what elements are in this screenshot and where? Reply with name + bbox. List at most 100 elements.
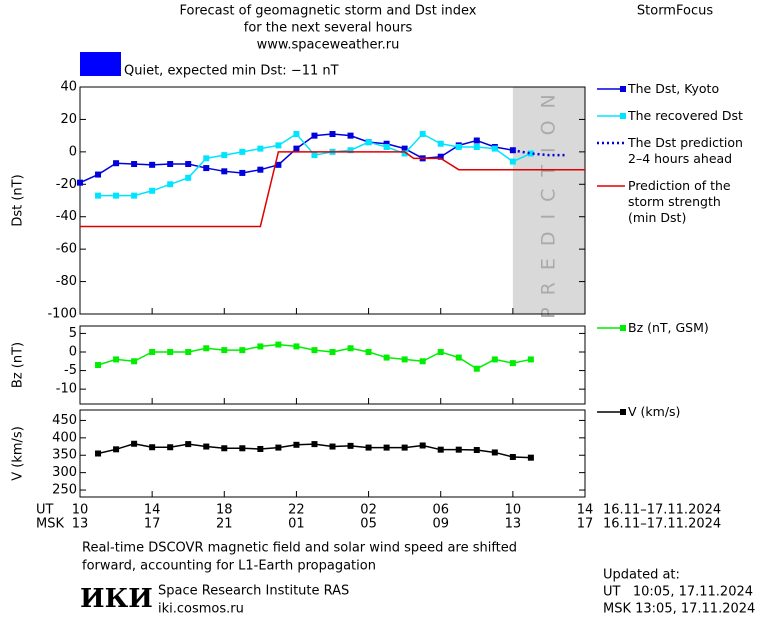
y-axis-label: Bz (nT) xyxy=(11,342,26,388)
data-point xyxy=(95,362,102,368)
data-point xyxy=(347,442,354,449)
data-point xyxy=(131,440,138,447)
y-tick-label: -40 xyxy=(56,209,77,224)
legend: The Dst, Kyoto The recovered Dst The Dst p… xyxy=(596,81,743,237)
data-point xyxy=(185,441,192,448)
data-point xyxy=(509,453,516,460)
legend-marker xyxy=(620,113,626,119)
data-point xyxy=(347,132,354,139)
data-point xyxy=(473,143,480,150)
brand: StormFocus xyxy=(637,4,713,19)
legend-label: Prediction of the storm strength (min Ds… xyxy=(628,178,731,225)
data-point xyxy=(365,349,372,355)
data-point xyxy=(149,444,156,451)
x-tick-label: 22 xyxy=(288,503,305,518)
y-tick-label: 350 xyxy=(52,448,77,463)
data-point xyxy=(167,181,174,188)
x-tick-label-msk: 13 xyxy=(72,517,89,532)
data-point xyxy=(401,444,408,451)
data-point xyxy=(95,171,102,178)
data-point xyxy=(419,131,426,138)
ut-range: 16.11–17.11.2024 xyxy=(603,503,721,518)
x-tick-label-msk: 17 xyxy=(577,517,594,532)
x-tick-label-msk: 21 xyxy=(216,517,233,532)
data-point xyxy=(203,345,210,352)
legend-item: Prediction of the storm strength (min Ds… xyxy=(596,178,743,226)
y-axis-label: Dst (nT) xyxy=(11,174,26,226)
data-point xyxy=(455,143,462,150)
data-point xyxy=(383,444,390,451)
data-point xyxy=(113,446,120,453)
data-point xyxy=(149,187,156,194)
data-point xyxy=(239,445,246,452)
data-point xyxy=(257,343,264,350)
data-point xyxy=(491,145,498,152)
title: for the next several hours xyxy=(244,21,413,36)
legend-label: The Dst prediction 2–4 hours ahead xyxy=(628,135,743,166)
data-point xyxy=(221,168,228,175)
data-point xyxy=(167,444,174,451)
note: forward, accounting for L1-Earth propaga… xyxy=(82,559,376,574)
y-tick-label: 20 xyxy=(60,112,77,127)
data-point xyxy=(293,343,300,350)
data-point xyxy=(275,444,282,451)
x-tick-label-msk: 05 xyxy=(360,517,377,532)
data-point xyxy=(365,444,372,451)
data-point xyxy=(113,192,120,199)
y-tick-label: 0 xyxy=(69,345,77,360)
data-point xyxy=(311,132,318,139)
note: Real-time DSCOVR magnetic field and sola… xyxy=(82,541,517,556)
legend: V (km/s) xyxy=(596,404,680,431)
legend-item: The Dst prediction 2–4 hours ahead xyxy=(596,135,743,167)
legend-item: Bz (nT, GSM) xyxy=(596,320,709,336)
y-tick-label: -80 xyxy=(56,274,77,289)
data-point xyxy=(473,137,480,144)
y-tick-label: -20 xyxy=(56,177,77,192)
plot-frame xyxy=(79,86,586,315)
updated: Updated at: xyxy=(603,568,680,583)
legend-swatch xyxy=(597,141,625,145)
data-point xyxy=(275,161,282,168)
legend-marker xyxy=(620,325,626,331)
data-point xyxy=(203,165,210,172)
data-point xyxy=(185,161,192,168)
title: www.spaceweather.ru xyxy=(257,38,400,53)
data-point xyxy=(509,158,516,165)
data-point xyxy=(347,147,354,154)
x-tick-label: 10 xyxy=(505,503,522,518)
plot-frame xyxy=(79,409,586,498)
updated: UT 10:05, 17.11.2024 xyxy=(603,585,753,600)
updated: MSK 13:05, 17.11.2024 xyxy=(603,602,755,617)
data-point xyxy=(329,131,336,138)
data-point xyxy=(329,443,336,450)
y-tick-label: 5 xyxy=(69,326,77,341)
data-point xyxy=(311,152,318,159)
legend-label: Bz (nT, GSM) xyxy=(628,320,709,335)
y-tick-label: -10 xyxy=(56,382,77,397)
data-point xyxy=(347,345,354,352)
x-tick-label: 02 xyxy=(360,503,377,518)
x-tick-label: 06 xyxy=(432,503,449,518)
data-point xyxy=(437,349,444,355)
data-point xyxy=(437,153,444,160)
data-point xyxy=(383,354,390,361)
data-point xyxy=(275,341,282,348)
data-point xyxy=(293,441,300,448)
legend-label: The Dst, Kyoto xyxy=(628,81,720,96)
y-tick-label: 250 xyxy=(52,483,77,498)
legend-label: V (km/s) xyxy=(628,404,681,419)
y-tick-label: 400 xyxy=(52,430,77,445)
data-point xyxy=(77,179,83,186)
data-point xyxy=(257,145,264,152)
data-point xyxy=(437,140,444,147)
data-point xyxy=(131,161,138,168)
status-text: Quiet, expected min Dst: −11 nT xyxy=(124,64,339,79)
data-point xyxy=(401,150,408,157)
x-tick-label-msk: 09 xyxy=(432,517,449,532)
data-point xyxy=(491,449,498,456)
data-point xyxy=(239,347,246,354)
data-point xyxy=(383,140,390,147)
logo: ИКИ xyxy=(80,584,153,614)
data-point xyxy=(167,349,174,355)
